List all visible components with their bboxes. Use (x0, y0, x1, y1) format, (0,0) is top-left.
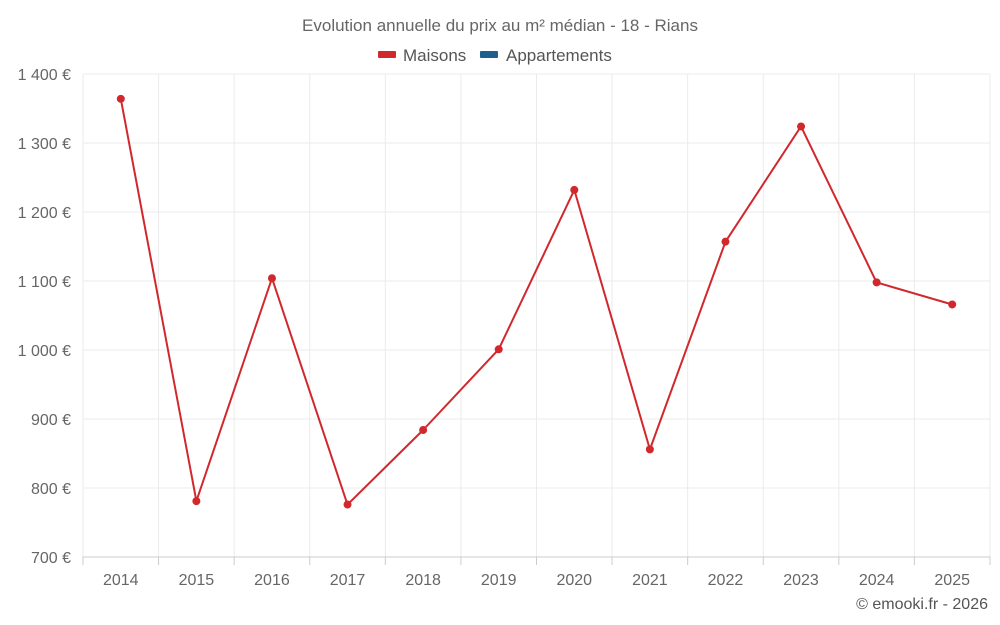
x-tick-label: 2024 (859, 572, 895, 589)
credit-text: © emooki.fr - 2026 (856, 596, 988, 613)
x-tick-label: 2025 (934, 572, 970, 589)
legend-label-appartements: Appartements (506, 46, 612, 65)
axes: 700 € 800 € 900 € 1 000 € 1 100 € 1 200 € 1 30… (18, 67, 991, 589)
series (116, 94, 957, 509)
data-point-maisons[interactable] (116, 94, 125, 103)
data-point-maisons[interactable] (872, 278, 881, 287)
x-tick-label: 2021 (632, 572, 668, 589)
y-tick-label: 900 € (31, 412, 71, 429)
x-tick-label: 2023 (783, 572, 819, 589)
legend-item-appartements[interactable]: Appartements (480, 46, 612, 65)
x-tick-label: 2015 (179, 572, 215, 589)
x-tick-label: 2016 (254, 572, 290, 589)
data-point-maisons[interactable] (797, 122, 806, 131)
y-tick-label: 1 100 € (18, 274, 71, 291)
data-point-maisons[interactable] (419, 426, 428, 435)
data-point-maisons[interactable] (570, 185, 579, 194)
y-tick-label: 1 200 € (18, 205, 71, 222)
data-point-maisons[interactable] (267, 274, 276, 283)
x-tick-label: 2019 (481, 572, 517, 589)
x-tick-label: 2018 (405, 572, 441, 589)
data-point-maisons[interactable] (343, 500, 352, 509)
legend-swatch-appartements (480, 51, 498, 58)
x-tick-label: 2014 (103, 572, 139, 589)
legend: Maisons Appartements (378, 46, 612, 65)
data-point-maisons[interactable] (948, 300, 957, 309)
data-point-maisons[interactable] (645, 445, 654, 454)
data-point-maisons[interactable] (494, 345, 503, 354)
y-tick-label: 800 € (31, 481, 71, 498)
y-tick-label: 1 400 € (18, 67, 71, 84)
y-tick-label: 1 000 € (18, 343, 71, 360)
series-line-maisons (119, 98, 953, 506)
data-point-maisons[interactable] (192, 497, 201, 506)
legend-swatch-maisons (378, 51, 396, 58)
legend-label-maisons: Maisons (403, 46, 466, 65)
y-tick-label: 1 300 € (18, 136, 71, 153)
x-tick-label: 2022 (708, 572, 744, 589)
grid (82, 73, 991, 557)
chart-title: Evolution annuelle du prix au m² médian … (302, 16, 698, 35)
y-tick-label: 700 € (31, 550, 71, 567)
data-point-maisons[interactable] (721, 237, 730, 246)
x-tick-label: 2017 (330, 572, 366, 589)
legend-item-maisons[interactable]: Maisons (378, 46, 466, 65)
x-tick-label: 2020 (556, 572, 592, 589)
